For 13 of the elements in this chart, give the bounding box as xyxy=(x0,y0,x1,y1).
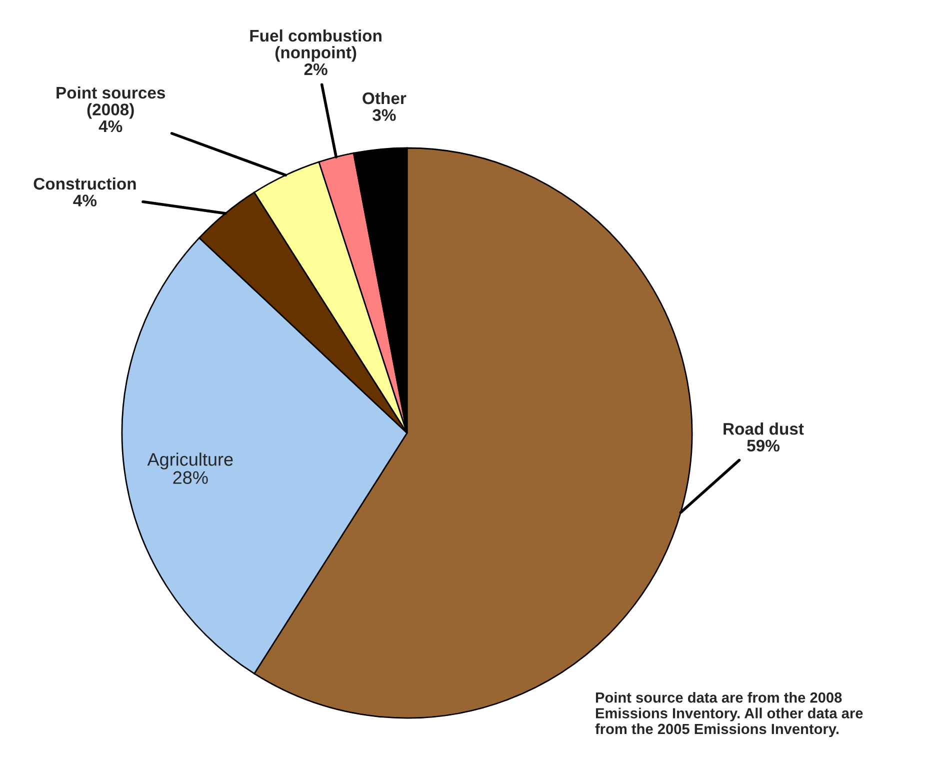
text: Point source data are from the 2008 Emissions Inventory. All other data are from the 2005 Emissions Inventory. xyxy=(595,692,863,738)
slice-label: Road dust xyxy=(724,422,804,435)
data-label: 28% xyxy=(173,471,208,484)
data-label: 4% xyxy=(98,120,122,132)
slice-label: Construction xyxy=(34,177,136,190)
slice-label: Fuel combustion (nonpoint) xyxy=(250,29,382,62)
data-label: 59% xyxy=(747,440,780,452)
slice-label: Point sources (2008) xyxy=(56,86,166,119)
data-label: 2% xyxy=(304,63,328,76)
data-label: 4% xyxy=(73,194,97,206)
slice-label: Agriculture xyxy=(147,452,233,470)
data-label: 3% xyxy=(372,109,396,121)
slice-label: Other xyxy=(362,92,406,104)
